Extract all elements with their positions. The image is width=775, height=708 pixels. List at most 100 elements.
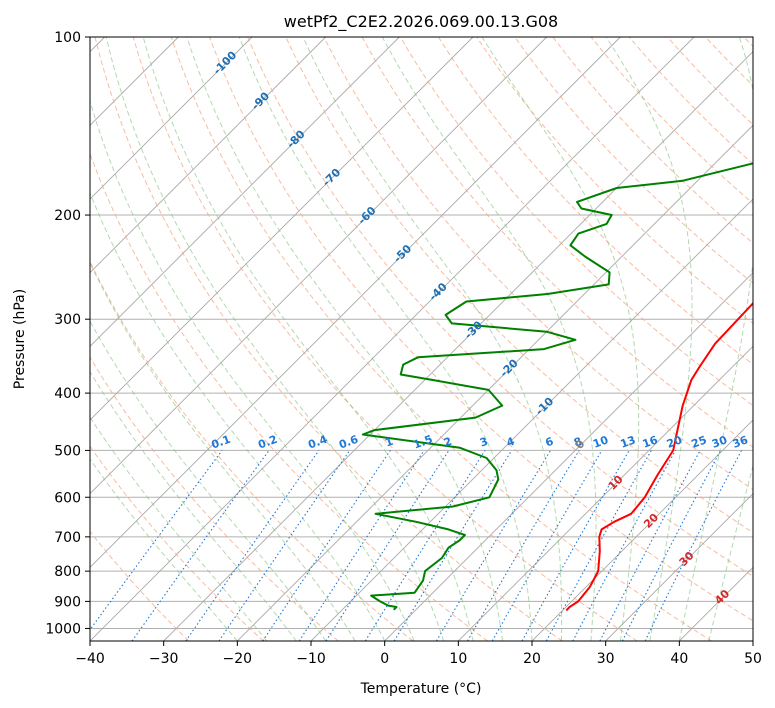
series-layer [361,162,753,612]
x-tick-label: −30 [149,651,179,667]
isotherm-line [384,272,753,641]
y-axis-label: Pressure (hPa) [12,289,28,389]
mixing-ratio-label: 0.4 [306,433,329,452]
moist-adiabat-line [605,37,693,641]
y-tick-label: 500 [54,443,81,459]
mixing-ratio-label: 16 [641,433,660,451]
mixing-ratio-line [521,450,630,641]
dry-adiabat-line [132,37,638,641]
chart-title: wetPf2_C2E2.2026.069.00.13.G08 [284,12,558,32]
moist-adiabat-line [186,37,503,641]
mixing-ratio-label: 4 [505,435,517,450]
isotherm-line [752,640,753,641]
moist-adiabat-line [90,416,268,641]
moist-adiabat-line [678,37,753,641]
y-tick-label: 800 [54,564,81,580]
isotherm-line [531,419,753,641]
x-tick-label: 10 [449,651,467,667]
axis-layer: −40 −30 −20 −10 0 10 20 30 40 5010020030040050060… [45,30,762,667]
dry-adiabat-line [399,37,753,407]
mixing-ratio-label: 20 [665,433,684,451]
y-tick-label: 900 [54,594,81,610]
mixing-ratio-line [644,450,742,641]
mixing-ratio-label: 2 [442,435,454,450]
dry-adiabat-line [94,37,563,641]
grid-layer [90,37,753,641]
mixing-ratio-line [572,450,676,641]
moist-adiabat-line [90,261,356,641]
dry-adiabat-line [90,445,264,641]
x-tick-label: 30 [597,651,615,667]
moist-adiabat-line [708,463,753,641]
isotherm-line [458,345,753,641]
isotherm-line [90,37,326,274]
y-tick-label: 300 [54,312,81,328]
dry-adiabat-line [90,260,414,641]
mixing-ratio-line [262,450,391,641]
x-axis-label: Temperature (°C) [360,681,482,697]
moist-adiabat-line [238,37,533,641]
mixing-ratio-line [218,450,351,641]
dewpoint-profile-line [361,162,753,611]
isotherm-line [90,37,547,495]
plot-background [90,37,753,641]
y-tick-label: 100 [54,30,81,46]
dry-adiabat-line [323,37,753,491]
mixing-ratio-label: 8 [572,435,584,450]
mixing-ratio-label: 13 [619,433,638,450]
plot-frame [89,36,754,642]
dry-adiabat-line [90,530,190,641]
mixing-ratio-label: 36 [731,433,750,451]
mixing-ratio-line [131,450,270,641]
dry-adiabat-line [247,37,753,577]
x-tick-label: 0 [380,651,389,667]
temperature-profile-line [565,301,753,612]
moist-adiabat-line [142,37,474,641]
dry-adiabat-line [514,37,753,284]
mixing-ratio-label: 3 [478,435,490,450]
mixing-ratio-label: 1 [383,435,395,450]
isotherm-line [90,37,474,421]
mixing-ratio-line [90,450,223,631]
isotherm-line [90,37,253,200]
dry-adiabat-line [90,152,488,641]
moist-adiabat-line [90,191,386,641]
mixing-ratio-line [185,450,320,641]
x-tick-label: −40 [75,651,105,667]
moist-adiabat-line [90,458,238,641]
isotherm-line [90,37,621,568]
isotherm-line [237,124,753,641]
isotherm-line [163,51,753,641]
moist-adiabat-line [381,37,597,641]
mixing-ratio-label: 0.6 [337,433,360,452]
y-tick-label: 400 [54,386,81,402]
mixing-ratio-label: 6 [544,435,556,450]
moist-adiabat-line [481,37,640,641]
mixing-ratio-label: 1.5 [412,433,435,452]
mixing-ratio-line [298,450,425,641]
mixing-ratio-label: 30 [710,433,729,451]
dry-adiabat-line [437,37,753,365]
dry-adiabat-line [90,356,339,641]
y-tick-label: 700 [54,530,81,546]
isotherm-line [90,37,400,347]
mixing-ratio-line [325,450,450,641]
moist-adiabat-line [302,37,563,641]
mixing-ratio-label: 25 [690,433,709,450]
mixing-ratio-line [393,450,513,641]
moist-adiabat-line [90,320,327,641]
mixing-ratio-line [621,450,722,641]
x-tick-label: 20 [523,651,541,667]
y-tick-label: 600 [54,490,81,506]
mixing-ratio-line [545,450,652,641]
moist-adiabat-line [105,37,445,641]
x-tick-label: 40 [670,651,688,667]
isotherm-line [90,37,695,641]
x-tick-label: −10 [296,651,326,667]
mixing-ratio-label: 10 [591,433,610,451]
dry-adiabat-line [170,37,712,641]
isotherm-line [605,493,753,641]
dry-adiabat-line [209,37,753,622]
mixing-ratio-label: 0.2 [256,433,279,452]
